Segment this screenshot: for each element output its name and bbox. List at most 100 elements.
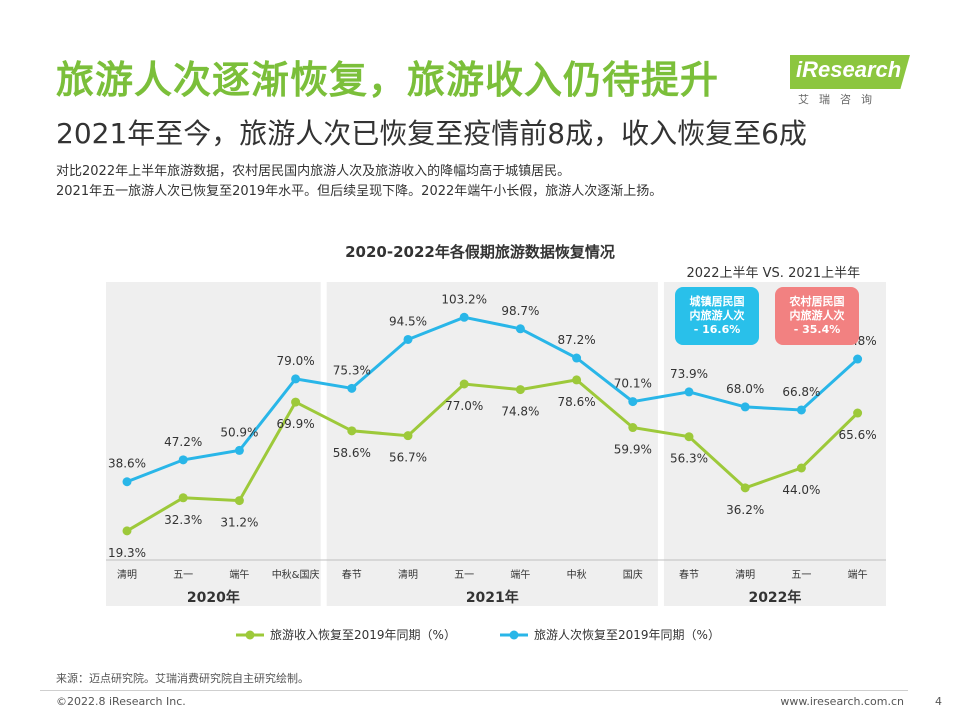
data-label: 75.3% bbox=[333, 363, 371, 377]
legend-swatch-marker bbox=[245, 630, 255, 640]
data-point bbox=[122, 526, 132, 536]
data-label: 103.2% bbox=[441, 292, 487, 306]
page-title: 旅游人次逐渐恢复，旅游收入仍待提升 bbox=[56, 58, 720, 102]
data-point bbox=[796, 405, 806, 415]
annotation-text: 内旅游人次 bbox=[790, 308, 845, 322]
x-tick-label: 中秋&国庆 bbox=[272, 568, 320, 581]
annotation-text: - 16.6% bbox=[694, 323, 741, 336]
data-point bbox=[515, 385, 525, 395]
description-line-1: 对比2022年上半年旅游数据，农村居民国内旅游人次及旅游收入的降幅均高于城镇居民… bbox=[56, 164, 571, 179]
data-label: 32.3% bbox=[164, 513, 202, 527]
annotation-text: 农村居民国 bbox=[789, 294, 845, 308]
series-line bbox=[126, 315, 859, 484]
data-point bbox=[796, 463, 806, 473]
data-point bbox=[178, 493, 188, 503]
x-tick-label: 国庆 bbox=[623, 568, 643, 581]
data-label: 74.8% bbox=[501, 405, 539, 419]
data-label: 36.2% bbox=[726, 503, 764, 517]
data-label: 87.2% bbox=[558, 333, 596, 347]
data-label: 98.7% bbox=[501, 304, 539, 318]
data-point bbox=[684, 387, 694, 397]
data-point bbox=[853, 408, 863, 418]
annotation-text: 城镇居民国 bbox=[690, 294, 745, 308]
data-label: 78.6% bbox=[558, 395, 596, 409]
logo-subtext: 艾瑞咨询 bbox=[798, 93, 882, 106]
data-point bbox=[684, 432, 694, 442]
data-point bbox=[291, 374, 301, 384]
data-point bbox=[403, 334, 413, 344]
logo-badge bbox=[790, 55, 910, 89]
year-label: 2020年 bbox=[187, 589, 240, 606]
data-point bbox=[459, 379, 469, 389]
data-label: 70.1% bbox=[614, 377, 652, 391]
data-point bbox=[628, 423, 638, 433]
data-point bbox=[572, 353, 582, 363]
data-label: 66.8% bbox=[782, 385, 820, 399]
data-point bbox=[740, 483, 750, 493]
data-point bbox=[122, 477, 132, 487]
legend-swatch-marker bbox=[509, 630, 519, 640]
x-tick-label: 清明 bbox=[398, 568, 418, 581]
data-label: 69.9% bbox=[277, 417, 315, 431]
data-point bbox=[403, 431, 413, 441]
source-note: 来源：迈点研究院。艾瑞消费研究院自主研究绘制。 bbox=[56, 672, 309, 685]
chart-title: 2020-2022年各假期旅游数据恢复情况 bbox=[345, 243, 615, 261]
annotation-box bbox=[675, 287, 759, 345]
data-label: 31.2% bbox=[220, 516, 258, 530]
page-number: 4 bbox=[935, 695, 942, 708]
data-label: 50.9% bbox=[220, 425, 258, 439]
data-point bbox=[347, 383, 357, 393]
legend-label: 旅游收入恢复至2019年同期（%） bbox=[270, 628, 456, 642]
year-label: 2021年 bbox=[466, 589, 519, 606]
data-point bbox=[572, 375, 582, 385]
data-point bbox=[515, 324, 525, 334]
annotation-box bbox=[775, 287, 859, 345]
data-point bbox=[628, 397, 638, 407]
data-label: 38.6% bbox=[108, 457, 146, 471]
website-text: www.iresearch.com.cn bbox=[780, 695, 904, 708]
x-tick-label: 五一 bbox=[454, 570, 474, 581]
data-point bbox=[459, 312, 469, 322]
data-label: 56.7% bbox=[389, 451, 427, 465]
x-tick-label: 五一 bbox=[791, 570, 811, 581]
data-label: 77.0% bbox=[445, 399, 483, 413]
data-label: 59.9% bbox=[614, 443, 652, 457]
annotation-text: - 35.4% bbox=[794, 323, 841, 336]
data-point bbox=[853, 354, 863, 364]
iresearch-logo: iResearch 艾瑞咨询 bbox=[790, 55, 910, 110]
footer-divider bbox=[40, 690, 908, 691]
series-line bbox=[126, 378, 859, 533]
x-tick-label: 清明 bbox=[735, 568, 755, 581]
data-point bbox=[234, 496, 244, 506]
x-tick-label: 清明 bbox=[117, 568, 137, 581]
data-label: 19.3% bbox=[108, 546, 146, 560]
x-tick-label: 春节 bbox=[342, 569, 362, 581]
x-tick-label: 端午 bbox=[848, 568, 868, 581]
data-label: 44.0% bbox=[782, 483, 820, 497]
x-tick-label: 端午 bbox=[510, 568, 530, 581]
data-point bbox=[740, 402, 750, 412]
data-label: 94.5% bbox=[389, 314, 427, 328]
data-label: 68.0% bbox=[726, 382, 764, 396]
annotation-text: 内旅游人次 bbox=[690, 308, 745, 322]
data-point bbox=[234, 445, 244, 455]
year-panel bbox=[326, 282, 658, 606]
data-label: 56.3% bbox=[670, 452, 708, 466]
data-point bbox=[347, 426, 357, 436]
data-label: 65.6% bbox=[839, 428, 877, 442]
data-point bbox=[291, 397, 301, 407]
logo-text: iResearch bbox=[796, 57, 902, 82]
x-tick-label: 春节 bbox=[679, 569, 699, 581]
legend-label: 旅游人次恢复至2019年同期（%） bbox=[534, 628, 720, 642]
x-tick-label: 五一 bbox=[173, 570, 193, 581]
x-tick-label: 中秋 bbox=[567, 568, 587, 581]
year-label: 2022年 bbox=[748, 589, 801, 606]
data-label: 58.6% bbox=[333, 446, 371, 460]
copyright-text: ©2022.8 iResearch Inc. bbox=[56, 695, 186, 708]
x-tick-label: 端午 bbox=[229, 568, 249, 581]
page-subtitle: 2021年至今，旅游人次已恢复至疫情前8成，收入恢复至6成 bbox=[56, 117, 807, 150]
data-point bbox=[178, 455, 188, 465]
data-label: 79.0% bbox=[277, 354, 315, 368]
description-line-2: 2021年五一旅游人次已恢复至2019年水平。但后续呈现下降。2022年端午小长… bbox=[56, 184, 663, 199]
